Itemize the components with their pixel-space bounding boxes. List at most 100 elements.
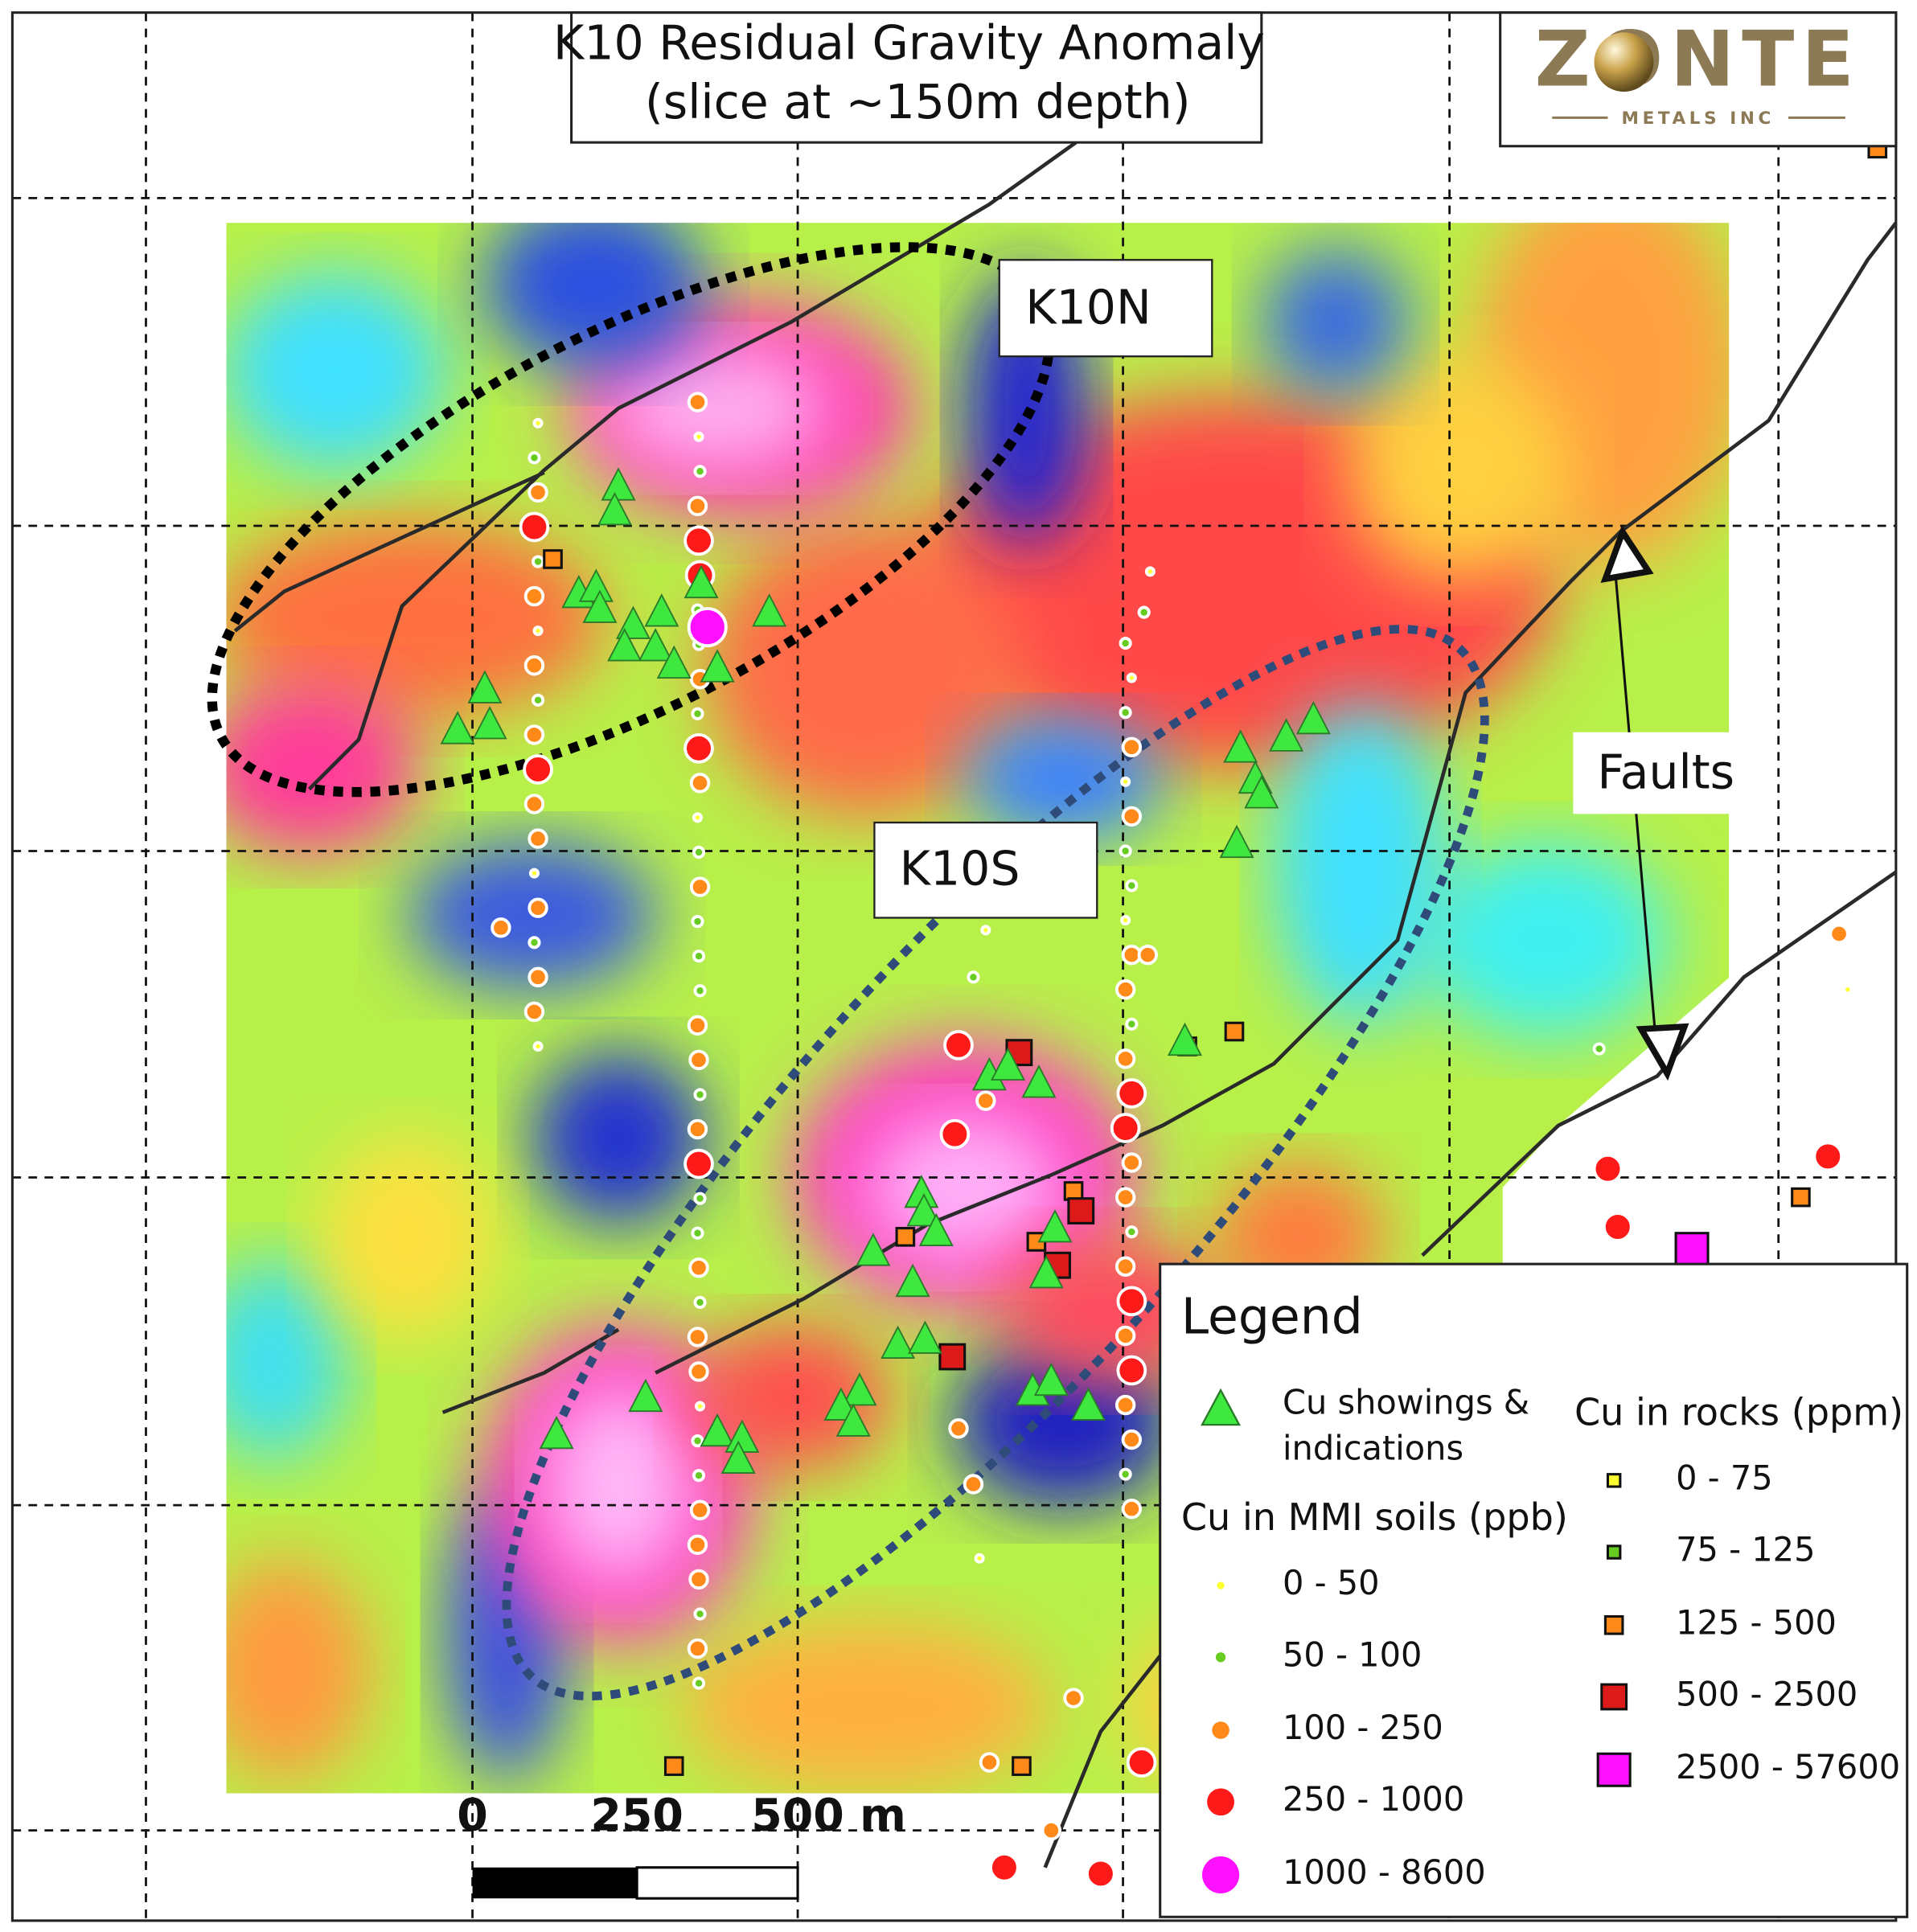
soil-sample xyxy=(687,1015,708,1036)
soil-sample xyxy=(531,693,545,707)
cu-showing xyxy=(467,670,503,703)
cu-showing xyxy=(1167,1022,1202,1056)
anomaly-blob xyxy=(532,1051,705,1224)
soil-sample xyxy=(1201,1856,1240,1894)
soil-sample xyxy=(687,1534,708,1556)
soil-sample xyxy=(692,845,706,859)
soil-sample xyxy=(687,1638,708,1659)
soil-sample xyxy=(1119,706,1132,720)
rock-sample xyxy=(1606,1544,1622,1560)
anomaly-blob xyxy=(226,519,606,718)
rock-sample xyxy=(1603,1614,1624,1635)
soil-sample xyxy=(692,1469,706,1483)
anomaly-blob xyxy=(679,1620,1052,1794)
rock-sample xyxy=(895,1227,916,1247)
soil-sample xyxy=(1212,1721,1229,1739)
fault-line xyxy=(1043,1643,1171,1868)
title: K10 Residual Gravity Anomaly xyxy=(553,15,1265,70)
soil-sample xyxy=(1120,776,1131,787)
soil-sample xyxy=(687,392,708,412)
soil-sample xyxy=(692,812,704,823)
anomaly-blob xyxy=(1348,359,1571,582)
soil-sample xyxy=(693,431,704,442)
soil-sample xyxy=(691,707,704,720)
soil-sample xyxy=(688,1257,709,1278)
soil-sample xyxy=(1144,566,1156,577)
cu-showing xyxy=(628,1378,663,1413)
soil-sample xyxy=(692,950,706,963)
rock-sample xyxy=(663,1756,684,1776)
scale-label: 0 xyxy=(457,1790,488,1841)
soil-sample xyxy=(491,917,511,938)
soil-sample xyxy=(1114,1394,1136,1416)
arrow-head xyxy=(1600,525,1654,583)
legend-title: Legend xyxy=(1181,1287,1363,1345)
soil-sample xyxy=(943,1030,974,1060)
faults-box xyxy=(1573,732,1757,814)
cu-showing xyxy=(906,1193,942,1227)
soil-sample xyxy=(1121,1429,1143,1450)
faults-label: Faults xyxy=(1597,745,1734,800)
cu-showing xyxy=(907,1320,942,1354)
rock-sample xyxy=(1596,1752,1632,1787)
anomaly-blob xyxy=(704,519,1027,817)
fault-line xyxy=(441,1327,620,1414)
soil-sample xyxy=(532,626,544,637)
legend-label: 2500 - 57600 xyxy=(1676,1747,1900,1786)
soil-sample xyxy=(528,868,540,879)
anomaly-blob xyxy=(1261,247,1410,396)
legend-label: 0 - 75 xyxy=(1676,1458,1773,1497)
soil-sample xyxy=(1842,984,1853,995)
soil-sample xyxy=(695,1401,706,1412)
soil-sample xyxy=(689,876,711,897)
legend-label: 100 - 250 xyxy=(1283,1708,1443,1747)
cu-showing xyxy=(856,1233,891,1266)
soil-sample xyxy=(688,1569,709,1590)
soil-sample xyxy=(687,607,728,648)
soil-sample xyxy=(1126,672,1137,683)
cu-showing xyxy=(842,1372,877,1406)
anomaly-blob xyxy=(226,1261,347,1460)
soil-sample xyxy=(1041,1819,1062,1841)
cu-showing xyxy=(991,1047,1026,1081)
grid xyxy=(12,12,1896,1921)
logo-box xyxy=(1499,11,1898,148)
logo-sub: METALS INC xyxy=(1622,109,1775,129)
anomaly-blob xyxy=(1274,704,1447,1027)
soil-sample xyxy=(1812,1141,1844,1172)
cu-showing xyxy=(918,1212,954,1247)
fault-line xyxy=(307,141,1078,791)
cu-showing xyxy=(638,628,673,662)
k10s-label: K10S xyxy=(900,842,1020,896)
soil-sample xyxy=(527,897,548,918)
legend: Legend Cu showings & indications Cu in M… xyxy=(1159,1262,1909,1918)
soil-sample xyxy=(1119,636,1132,650)
cu-showing xyxy=(440,711,475,744)
soil-sample xyxy=(532,417,544,429)
soil-sample xyxy=(531,555,545,568)
fault-line xyxy=(233,470,545,633)
soil-sample xyxy=(1125,1017,1139,1031)
cu-showing xyxy=(1295,700,1331,735)
legend-label: 50 - 100 xyxy=(1283,1635,1422,1674)
scale-bar xyxy=(635,1866,799,1900)
soil-sample xyxy=(1116,1355,1147,1386)
soil-sample xyxy=(689,1499,711,1520)
fault-line xyxy=(1421,870,1898,1257)
rock-sample xyxy=(938,1343,967,1371)
cu-showing xyxy=(1244,775,1279,809)
legend-heading: Cu in rocks (ppm) xyxy=(1574,1390,1903,1434)
soil-sample xyxy=(1114,979,1136,1000)
soil-sample xyxy=(691,915,704,929)
k10s-outline xyxy=(502,625,1489,1700)
soil-sample xyxy=(532,1040,544,1052)
soil-sample xyxy=(1063,1688,1084,1708)
soil-sample xyxy=(1215,1652,1226,1663)
soil-sample xyxy=(1119,844,1132,858)
logo-sphere xyxy=(1594,32,1654,92)
soil-sample xyxy=(523,655,545,676)
cu-showing xyxy=(582,589,618,623)
soil-sample xyxy=(1121,1499,1143,1520)
cu-showing xyxy=(1223,729,1258,763)
soil-sample xyxy=(691,1226,704,1240)
